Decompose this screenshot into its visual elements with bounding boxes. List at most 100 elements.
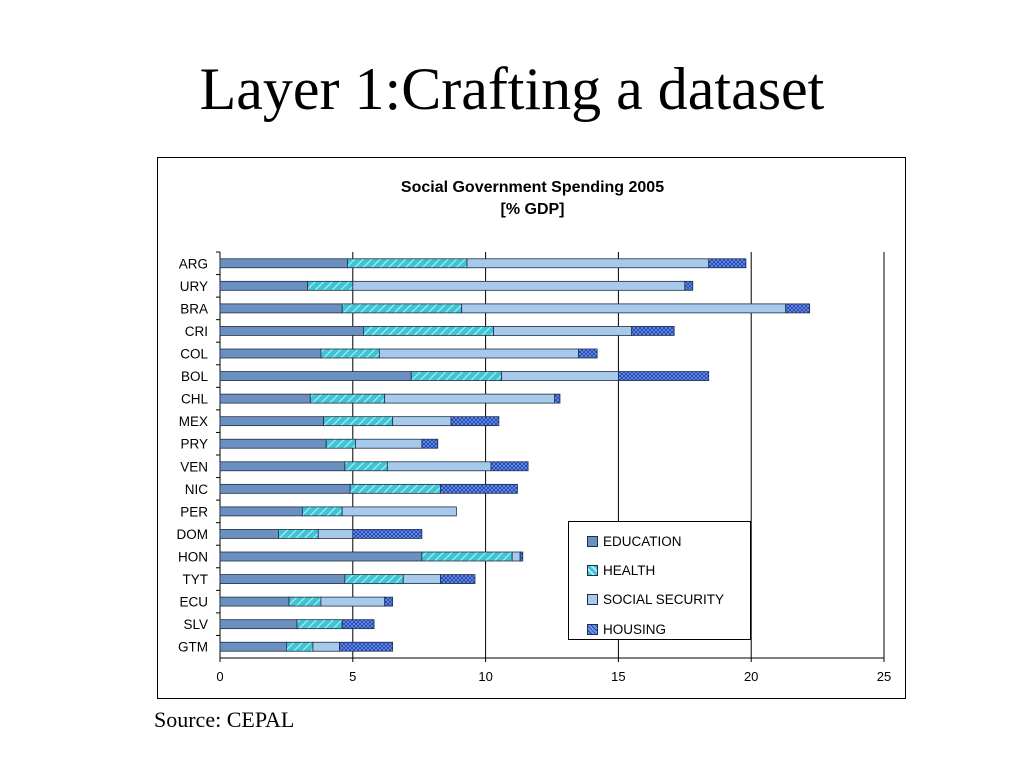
slide-title: Layer 1:Crafting a dataset — [199, 56, 825, 122]
chart-subtitle-text: [% GDP] — [500, 201, 565, 218]
bar-ven-health — [344, 461, 388, 472]
axes — [216, 251, 885, 662]
bar-ven-housing — [490, 461, 529, 472]
bar-dom-social-security — [317, 529, 354, 539]
bar-hon-social-security — [511, 551, 521, 562]
bar-per-social-security — [341, 506, 457, 517]
legend-item-housing: HOUSING — [587, 620, 666, 638]
x-tick-label-5: 5 — [349, 669, 356, 684]
bar-ury-social-security — [352, 280, 686, 291]
bar-bra-health — [341, 303, 463, 314]
bar-arg-social-security — [466, 258, 710, 269]
bar-slv-education — [219, 619, 298, 630]
bar-arg-housing — [708, 258, 747, 269]
bar-chl-social-security — [384, 393, 556, 404]
legend-swatch-health — [587, 564, 598, 576]
legend-label-housing: HOUSING — [603, 621, 667, 637]
bar-dom-health — [278, 529, 319, 539]
y-tick-label-bol: BOL — [181, 369, 209, 384]
bar-pry-education — [219, 438, 327, 449]
legend-label-health: HEALTH — [603, 562, 656, 578]
tick-labels: 0 5 10 15 20 25 ARG URY BRA CRI COL BOL CHL MEX PRY VEN… — [177, 256, 892, 684]
bar-ecu-housing — [384, 596, 394, 607]
x-tick-label-10: 10 — [478, 669, 492, 684]
bar-ury-housing — [684, 280, 694, 291]
bar-chl-education — [219, 393, 311, 404]
bar-cri-housing — [631, 326, 675, 336]
chart-container: Social Government Spending 2005 [% GDP] … — [157, 157, 906, 699]
bar-ecu-social-security — [320, 596, 386, 607]
bar-ury-education — [219, 280, 309, 291]
bar-dom-housing — [352, 529, 423, 539]
bar-bra-social-security — [461, 303, 787, 314]
y-tick-label-col: COL — [180, 347, 208, 362]
bar-col-social-security — [378, 348, 579, 359]
x-tick-label-25: 25 — [877, 669, 891, 684]
bar-nic-housing — [440, 483, 518, 494]
bar-ury-health — [307, 280, 354, 291]
y-tick-label-ury: URY — [180, 279, 208, 294]
source-caption: Source: CEPAL — [154, 707, 295, 732]
x-tick-label-20: 20 — [744, 669, 758, 684]
bar-gtm-housing — [339, 641, 394, 652]
bar-mex-social-security — [392, 416, 452, 427]
y-tick-label-ven: VEN — [180, 459, 208, 474]
bar-slv-health — [296, 619, 343, 630]
y-tick-label-arg: ARG — [179, 256, 208, 271]
bar-hon-health — [421, 551, 513, 562]
bar-mex-education — [219, 416, 324, 427]
bar-arg-education — [219, 258, 348, 269]
bar-slv-housing — [341, 619, 375, 630]
bar-col-health — [320, 348, 380, 359]
bar-hon-education — [219, 551, 423, 562]
bar-tyt-education — [219, 574, 346, 584]
x-tick-label-0: 0 — [216, 669, 223, 684]
bar-dom-education — [219, 529, 279, 539]
y-tick-label-chl: CHL — [181, 392, 208, 407]
bars — [219, 258, 811, 652]
legend-item-education: EDUCATION — [587, 532, 682, 550]
bar-bol-housing — [617, 371, 710, 381]
bar-tyt-housing — [440, 574, 476, 584]
bar-tyt-health — [344, 574, 404, 584]
y-tick-label-bra: BRA — [180, 301, 208, 316]
bar-col-education — [219, 348, 322, 359]
bar-gtm-social-security — [312, 641, 340, 652]
bar-ecu-health — [288, 596, 322, 607]
bar-pry-social-security — [355, 438, 423, 449]
y-tick-label-cri: CRI — [185, 324, 208, 339]
bar-ven-education — [219, 461, 346, 472]
legend-item-social-security: SOCIAL SECURITY — [587, 590, 724, 608]
y-tick-label-tyt: TYT — [183, 572, 209, 587]
y-tick-label-hon: HON — [178, 550, 208, 565]
bar-per-education — [219, 506, 303, 517]
y-tick-label-dom: DOM — [177, 527, 209, 542]
bar-cri-education — [219, 326, 364, 336]
bar-mex-health — [323, 416, 394, 427]
chart-title: Social Government Spending 2005 [% GDP] — [158, 177, 907, 221]
bar-bra-housing — [785, 303, 811, 314]
bar-col-housing — [578, 348, 598, 359]
bar-pry-health — [325, 438, 356, 449]
bar-arg-health — [347, 258, 468, 269]
legend-item-health: HEALTH — [587, 561, 655, 579]
legend-swatch-social-security — [587, 593, 598, 605]
bar-nic-health — [349, 483, 441, 494]
y-tick-label-nic: NIC — [185, 482, 209, 497]
chart-title-text: Social Government Spending 2005 — [400, 179, 665, 196]
bar-bol-health — [410, 371, 502, 381]
bar-gtm-education — [219, 641, 287, 652]
y-tick-label-slv: SLV — [183, 617, 208, 632]
bar-ven-social-security — [386, 461, 492, 472]
bar-bol-social-security — [501, 371, 619, 381]
bar-per-health — [301, 506, 343, 517]
bar-bol-education — [219, 371, 412, 381]
bar-cri-health — [363, 326, 494, 336]
y-tick-label-gtm: GTM — [178, 640, 208, 655]
bar-chl-health — [309, 393, 386, 404]
legend-label-social-security: SOCIAL SECURITY — [603, 591, 725, 607]
bar-bra-education — [219, 303, 343, 314]
bar-pry-housing — [421, 438, 439, 449]
x-tick-label-15: 15 — [611, 669, 625, 684]
legend-label-education: EDUCATION — [603, 533, 682, 549]
